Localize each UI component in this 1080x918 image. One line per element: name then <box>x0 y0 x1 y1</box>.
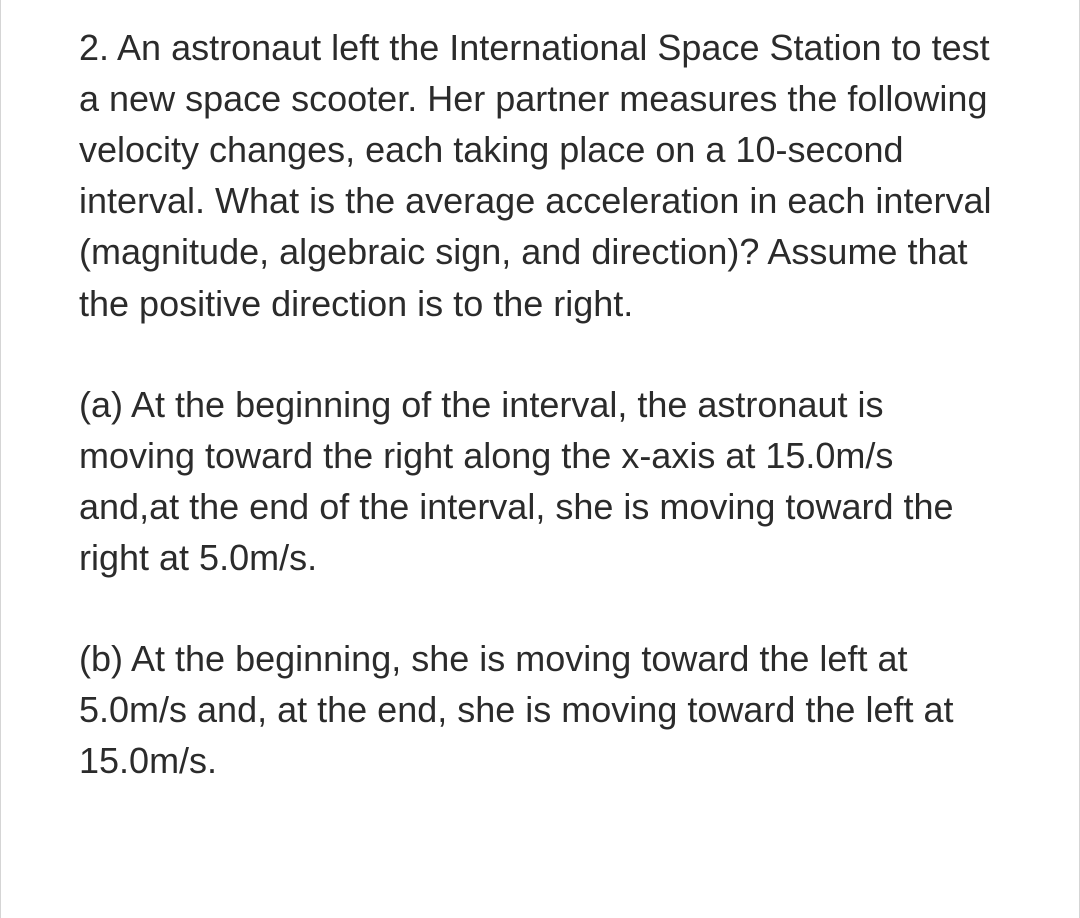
document-page: 2. An astronaut left the International S… <box>0 0 1080 918</box>
question-part-a-paragraph: (a) At the beginning of the interval, th… <box>79 379 1001 583</box>
question-intro-paragraph: 2. An astronaut left the International S… <box>79 22 1001 329</box>
question-part-b-paragraph: (b) At the beginning, she is moving towa… <box>79 633 1001 786</box>
question-content: 2. An astronaut left the International S… <box>79 22 1001 786</box>
